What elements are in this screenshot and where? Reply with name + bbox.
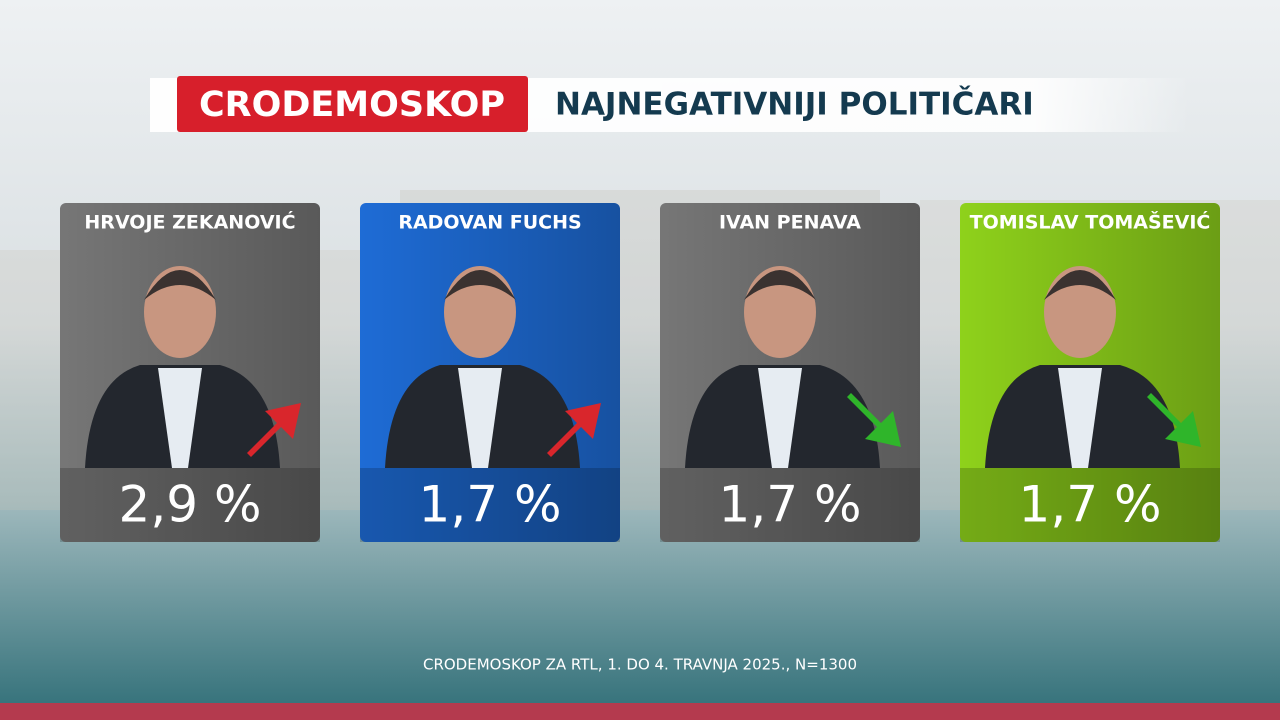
percentage: 1,7 % [1019,476,1162,534]
portrait-shirt [1058,368,1102,468]
portrait-shirt [158,368,202,468]
trend-arrow-up [247,403,301,457]
value-panel [360,468,620,542]
title: NAJNEGATIVNIJI POLITIČARI [555,86,1034,123]
portrait-hair [744,270,816,300]
value-panel [660,468,920,542]
percentage: 1,7 % [419,476,562,534]
value-panel [960,468,1220,542]
portrait-hair [1044,270,1116,300]
portrait-head [444,266,516,358]
source: CRODEMOSKOP ZA RTL, 1. DO 4. TRAVNJA 202… [423,656,857,674]
person-name: HRVOJE ZEKANOVIĆ [84,210,295,234]
bottom-stripe [0,703,1280,720]
portrait-head [1044,266,1116,358]
person-name: IVAN PENAVA [719,212,861,234]
portrait-head [144,266,216,358]
portrait-hair [444,270,516,300]
trend-arrow-up [547,403,601,457]
card: IVAN PENAVA 1,7 % [660,203,920,542]
card: TOMISLAV TOMAŠEVIĆ 1,7 % [960,203,1220,542]
portrait-shirt [458,368,502,468]
value-panel [60,468,320,542]
person-name: TOMISLAV TOMAŠEVIĆ [970,210,1211,234]
card: RADOVAN FUCHS 1,7 % [360,203,620,542]
portrait-head [744,266,816,358]
portrait-hair [144,270,216,300]
trend-arrow-down [847,393,901,447]
percentage: 2,9 % [119,476,262,534]
card: HRVOJE ZEKANOVIĆ 2,9 % [60,203,320,542]
percentage: 1,7 % [719,476,862,534]
portrait-shirt [758,368,802,468]
brand: CRODEMOSKOP [199,85,505,125]
brand-box [177,76,528,132]
person-name: RADOVAN FUCHS [398,212,581,234]
trend-arrow-down [1147,393,1201,447]
